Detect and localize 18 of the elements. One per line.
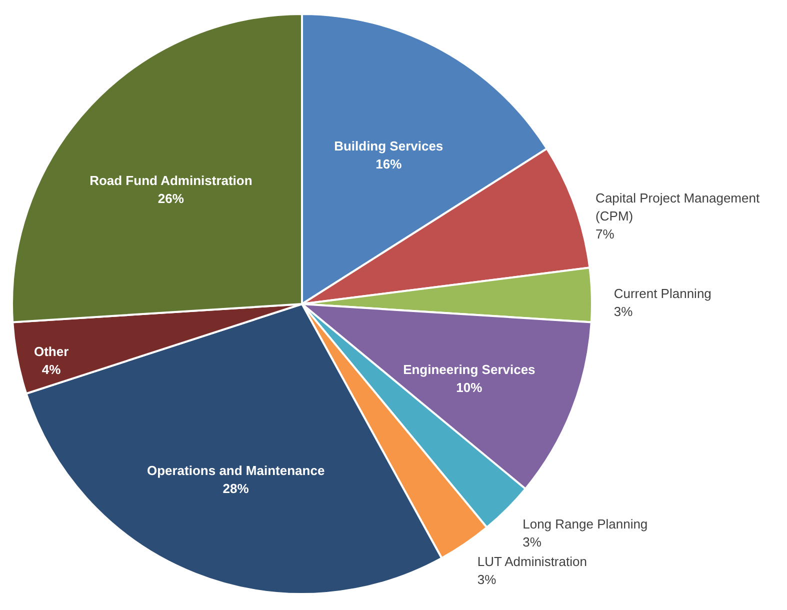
slice-label: LUT Administration bbox=[477, 554, 587, 570]
data-label: 3% bbox=[522, 534, 542, 550]
data-label: 7% bbox=[596, 226, 615, 242]
data-label: 10% bbox=[456, 380, 483, 396]
data-label: 3% bbox=[614, 304, 634, 320]
data-label: 16% bbox=[376, 156, 402, 172]
data-label: 4% bbox=[42, 362, 62, 377]
slice-label: Engineering Services bbox=[403, 362, 536, 378]
data-label: 26% bbox=[158, 190, 184, 206]
slice-label: Current Planning bbox=[614, 286, 712, 302]
slice-label: Operations and Maintenance bbox=[146, 463, 325, 478]
slice-label: Building Services bbox=[334, 138, 444, 154]
slice-label: Road Fund Administration bbox=[90, 172, 252, 188]
slice-label: Long Range Planning bbox=[522, 516, 648, 532]
data-label: 28% bbox=[222, 481, 250, 496]
slice-label: Other bbox=[34, 344, 69, 359]
slice-label: Capital Project Management (CPM) bbox=[596, 190, 760, 224]
data-label: 3% bbox=[477, 572, 497, 588]
